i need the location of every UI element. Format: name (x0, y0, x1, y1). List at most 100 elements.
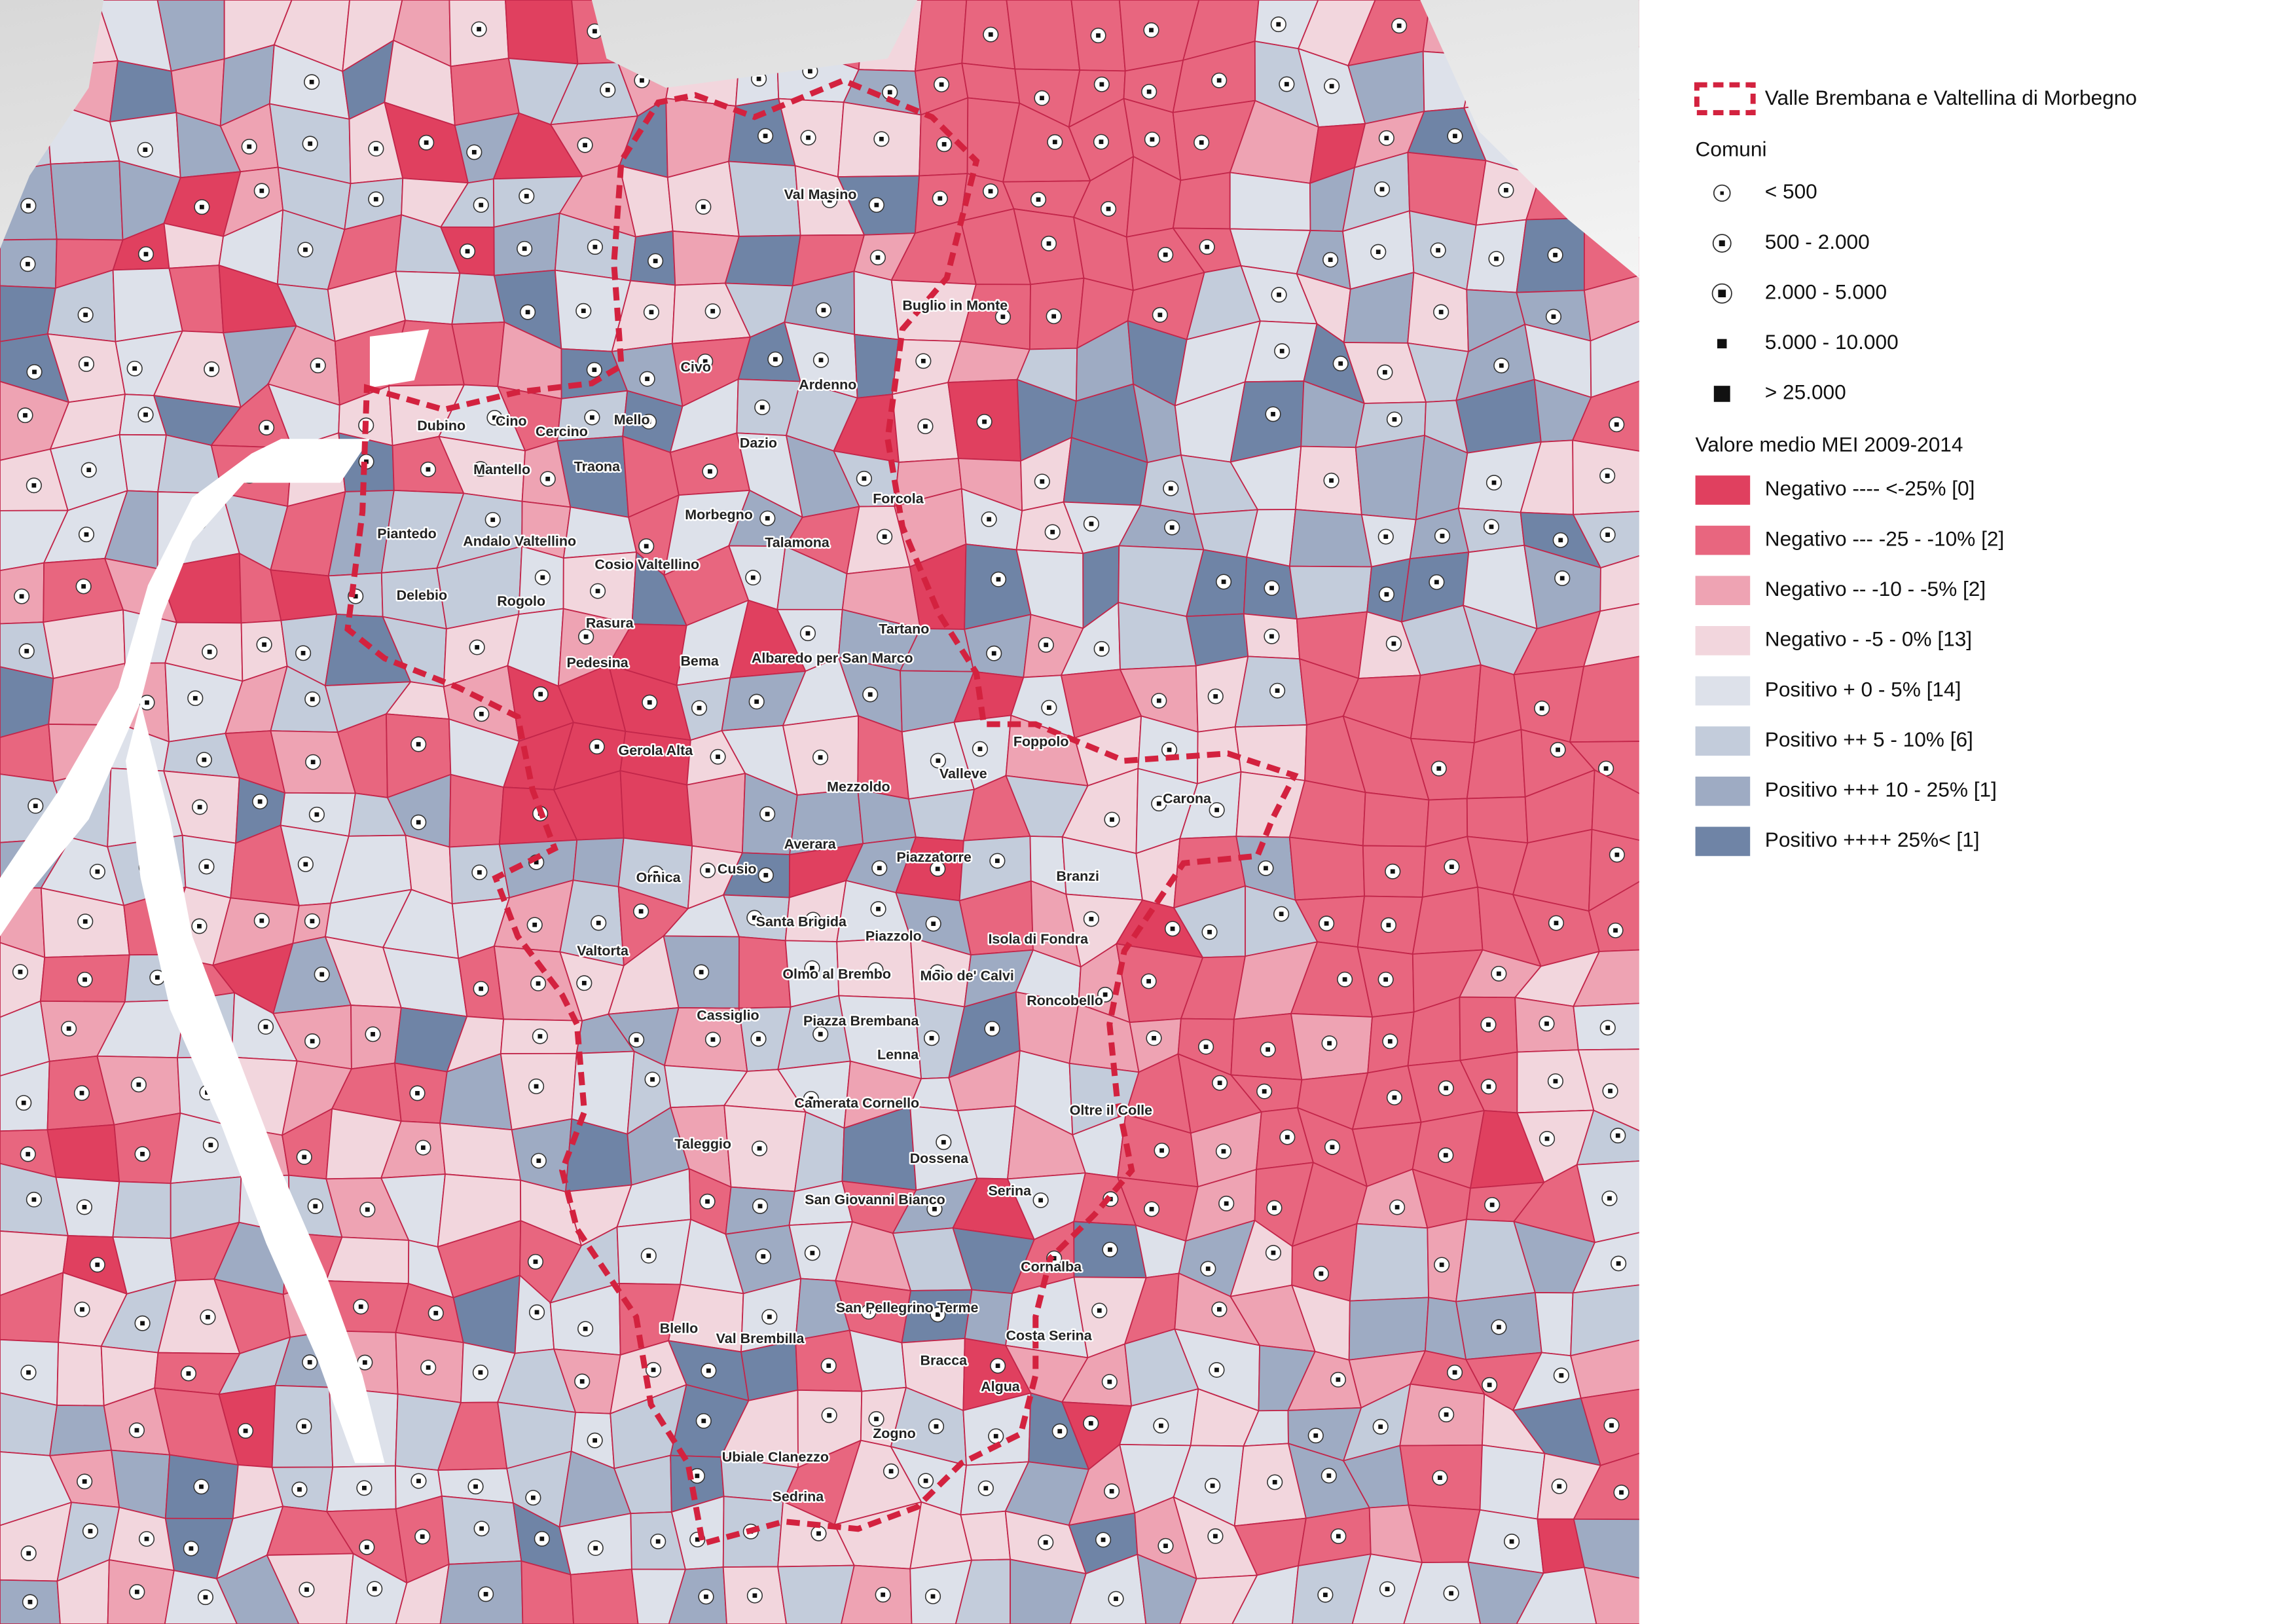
class-swatch (1695, 726, 1751, 756)
municipality-marker-dot (1384, 136, 1389, 141)
municipality-marker-dot (66, 1026, 71, 1031)
municipality-area (964, 1289, 1013, 1346)
municipality-area (395, 270, 461, 325)
place-label: Piazzatorre (896, 849, 972, 865)
municipality-marker-dot (701, 204, 706, 210)
municipality-marker-dot (592, 244, 598, 249)
municipality-marker-dot (583, 634, 589, 639)
municipality-marker-dot (1276, 22, 1281, 27)
municipality-marker-dot (583, 1326, 588, 1331)
place-label: Andalo Valtellino (463, 533, 576, 549)
municipality-marker-dot (699, 970, 704, 974)
municipality-area (1466, 796, 1529, 844)
municipality-marker-dot (1558, 538, 1563, 543)
municipality-marker-dot (1342, 977, 1347, 982)
municipality-marker-dot (809, 1096, 814, 1101)
place-label: Isola di Fondra (988, 931, 1088, 947)
municipality-marker-dot (645, 377, 650, 381)
municipality-marker-dot (1322, 1593, 1328, 1597)
municipality-marker-dot (757, 1204, 763, 1209)
municipality-marker-dot (545, 476, 551, 481)
municipality-marker-dot (1163, 252, 1168, 257)
municipality-marker-dot (1272, 1480, 1277, 1485)
municipality-marker-dot (581, 308, 586, 314)
municipality-area (1288, 836, 1365, 901)
municipality-marker-dot (84, 532, 89, 537)
municipality-marker-dot (821, 308, 826, 312)
municipality-marker-dot (988, 189, 993, 194)
municipality-marker-dot (1036, 197, 1041, 202)
municipality-marker-dot (534, 1084, 539, 1089)
municipality-marker-dot (873, 968, 878, 972)
municipality-marker-dot (203, 1595, 208, 1600)
municipality-area (1570, 1339, 1639, 1399)
municipality-marker-dot (935, 866, 940, 872)
municipality-marker-dot (1271, 1250, 1276, 1255)
municipality-marker-dot (763, 134, 768, 138)
place-label: Civo (680, 360, 710, 375)
municipality-marker-dot (372, 1586, 377, 1591)
place-label: Buglio in Monte (902, 298, 1008, 314)
municipality-marker-dot (33, 803, 38, 809)
municipality-marker-dot (1329, 84, 1334, 88)
municipality-marker-dot (1097, 1308, 1102, 1313)
place-label: Taleggio (674, 1136, 731, 1152)
municipality-marker-dot (1000, 314, 1006, 320)
municipality-marker-dot (1387, 1039, 1393, 1044)
municipality-marker-dot (192, 695, 198, 701)
municipality-marker-dot (1614, 852, 1620, 857)
municipality-marker-dot (26, 261, 30, 267)
municipality-marker-dot (1146, 979, 1152, 984)
municipality-marker-dot (818, 358, 824, 363)
municipality-marker-dot (941, 141, 947, 147)
municipality-marker-dot (590, 415, 594, 420)
municipality-marker-dot (1390, 869, 1395, 874)
municipality-area (909, 1559, 973, 1624)
municipality-marker-dot (310, 760, 316, 765)
municipality-area (1137, 1553, 1197, 1624)
municipality-marker-dot (301, 650, 306, 655)
municipality-marker-dot (1114, 1596, 1118, 1601)
municipality-marker-dot (358, 1304, 363, 1309)
municipality-marker-dot (202, 757, 207, 762)
municipality-marker-dot (827, 198, 832, 203)
municipality-marker-dot (1384, 592, 1389, 597)
municipality-marker-dot (475, 645, 480, 650)
municipality-marker-dot (706, 1368, 711, 1373)
relief (0, 0, 1639, 278)
municipality-marker-dot (1106, 206, 1111, 212)
municipality-marker-dot (307, 1359, 312, 1365)
study-area-boundary (344, 77, 1299, 1547)
municipality-marker-dot (930, 1594, 936, 1599)
municipality-marker-dot (1043, 1540, 1048, 1545)
place-label: Rasura (586, 616, 634, 631)
municipality-marker-dot (1146, 89, 1152, 94)
municipality-marker-dot (209, 367, 214, 372)
municipality-marker-dot (1613, 928, 1618, 933)
municipality-marker-dot (876, 906, 881, 912)
municipality-marker-dot (695, 1537, 700, 1542)
municipality-marker-dot (1046, 241, 1051, 246)
municipality-marker-dot (539, 1536, 545, 1541)
municipality-marker-dot (936, 1312, 940, 1317)
municipality-marker-dot (416, 1479, 421, 1483)
municipality-area (686, 772, 746, 854)
municipality-marker-dot (887, 90, 892, 95)
municipality-marker-dot (479, 202, 484, 208)
municipality-area (1349, 1223, 1430, 1302)
municipality-marker-dot (750, 575, 756, 580)
municipality-area (1516, 1566, 1597, 1624)
municipality-marker-dot (646, 1253, 651, 1258)
municipality-marker-dot (473, 1484, 478, 1489)
place-label: Morbegno (685, 507, 753, 523)
municipality-marker-dot (264, 425, 269, 430)
place-label: Delebio (397, 587, 447, 603)
municipality-marker-dot (1156, 698, 1161, 703)
municipality-marker-dot (1170, 926, 1175, 931)
municipality-area (1588, 828, 1639, 912)
class-swatch (1695, 576, 1751, 606)
municipality-marker-dot (1221, 580, 1226, 584)
municipality-marker-dot (1269, 634, 1274, 639)
municipality-marker-dot (939, 82, 944, 87)
municipality-area (1403, 1561, 1482, 1624)
